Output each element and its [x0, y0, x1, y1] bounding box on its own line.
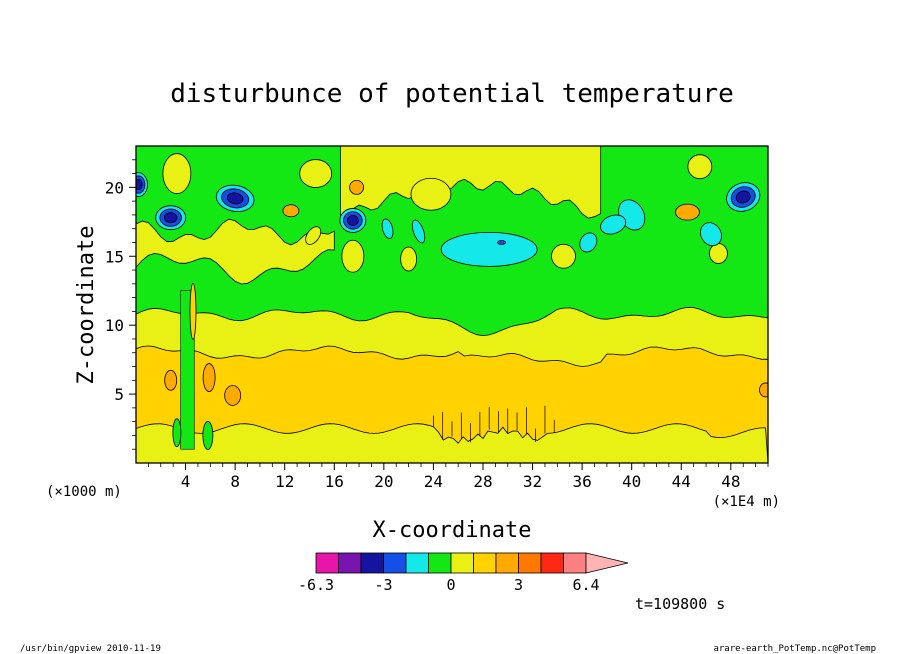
x-tick-label: 16 — [325, 472, 344, 491]
contour-cell — [224, 385, 242, 406]
contour-cell — [163, 212, 178, 224]
contour-bands — [136, 146, 768, 463]
chart-title: disturbunce of potential temperature — [170, 79, 734, 109]
contour-cell — [341, 239, 365, 273]
colorbar-cell — [495, 552, 519, 574]
contour-cell — [202, 363, 216, 392]
y-axis-label: Z-coordinate — [74, 226, 99, 385]
y-axis: 5 10 15 20 — [105, 159, 136, 450]
colorbar-cell — [383, 552, 407, 574]
contour-cell — [735, 190, 751, 204]
colorbar-cell — [428, 552, 452, 574]
contour-cell — [440, 231, 538, 267]
contour-cell — [305, 226, 322, 245]
x-tick-label: 8 — [230, 472, 240, 491]
contour-cell — [700, 222, 722, 247]
x-tick-label: 20 — [374, 472, 393, 491]
colorbar-cell — [473, 552, 497, 574]
contour-cell — [164, 369, 178, 391]
contour-cell — [347, 214, 359, 226]
colorbar-cell — [540, 552, 564, 574]
contour-cell — [381, 218, 394, 239]
contour-cell — [675, 203, 700, 221]
x-tick-label: 48 — [721, 472, 740, 491]
y-tick-label: 5 — [114, 385, 124, 404]
y-tick-label: 10 — [105, 316, 124, 335]
colorbar-cell — [405, 552, 429, 574]
contour-cell — [136, 179, 143, 191]
x-tick-label: 40 — [622, 472, 641, 491]
contour-cell — [162, 153, 192, 194]
contour-cell — [411, 219, 426, 244]
footer-left: /usr/bin/gpview 2010-11-19 — [20, 644, 161, 654]
contour-cell — [687, 154, 713, 180]
time-label: t=109800 s — [635, 595, 725, 613]
plot-frame — [135, 145, 769, 464]
colorbar-cell — [563, 552, 587, 574]
contour-cell — [579, 232, 598, 253]
colorbar-cell — [450, 552, 474, 574]
y-tick-label: 15 — [105, 247, 124, 266]
x-tick-label: 4 — [181, 472, 191, 491]
plot-area — [135, 145, 769, 464]
colorbar-cell — [360, 552, 384, 574]
region-band — [136, 423, 768, 463]
contour-cell — [759, 382, 768, 398]
x-tick-label: 24 — [424, 472, 443, 491]
contour-cell — [172, 418, 182, 448]
colorbar-arrow — [585, 552, 629, 574]
colorbar-cell — [315, 552, 339, 574]
colorbar-cell — [518, 552, 542, 574]
x-tick-label: 44 — [672, 472, 691, 491]
x-unit-left: (×1000 m) — [46, 484, 122, 500]
contour-features — [136, 153, 768, 450]
contour-cell — [400, 246, 418, 272]
colorbar-label: 6.4 — [572, 576, 599, 594]
x-tick-label: 32 — [523, 472, 542, 491]
contour-cell — [299, 159, 333, 188]
contour-cell — [551, 243, 576, 269]
x-tick-label: 12 — [275, 472, 294, 491]
contour-cell — [282, 204, 300, 218]
contour-cell — [600, 214, 627, 235]
x-tick-label: 28 — [473, 472, 492, 491]
x-axis: 4 8 12 16 20 24 28 32 36 40 44 48 — [147, 463, 769, 491]
contour-cell — [410, 177, 452, 211]
contour-cell — [202, 421, 214, 450]
colorbar-label: 0 — [446, 576, 455, 594]
colorbar-label: 3 — [514, 576, 523, 594]
colorbar-label: -6.3 — [298, 576, 334, 594]
region-band — [136, 218, 335, 285]
contour-cell — [497, 240, 506, 245]
contour-cell — [226, 192, 244, 205]
y-tick-label: 20 — [105, 178, 124, 197]
colorbar-label: -3 — [374, 576, 392, 594]
x-unit-right: (×1E4 m) — [713, 494, 780, 510]
footer-right: arare-earth_PotTemp.nc@PotTemp — [713, 644, 876, 654]
contour-cell — [709, 243, 728, 264]
x-axis-label: X-coordinate — [373, 518, 532, 543]
x-tick-label: 36 — [572, 472, 591, 491]
colorbar: -6.3 -3 0 3 6.4 — [298, 552, 629, 594]
contour-cell — [349, 179, 364, 195]
contour-cell — [189, 282, 197, 340]
colorbar-cell — [338, 552, 362, 574]
